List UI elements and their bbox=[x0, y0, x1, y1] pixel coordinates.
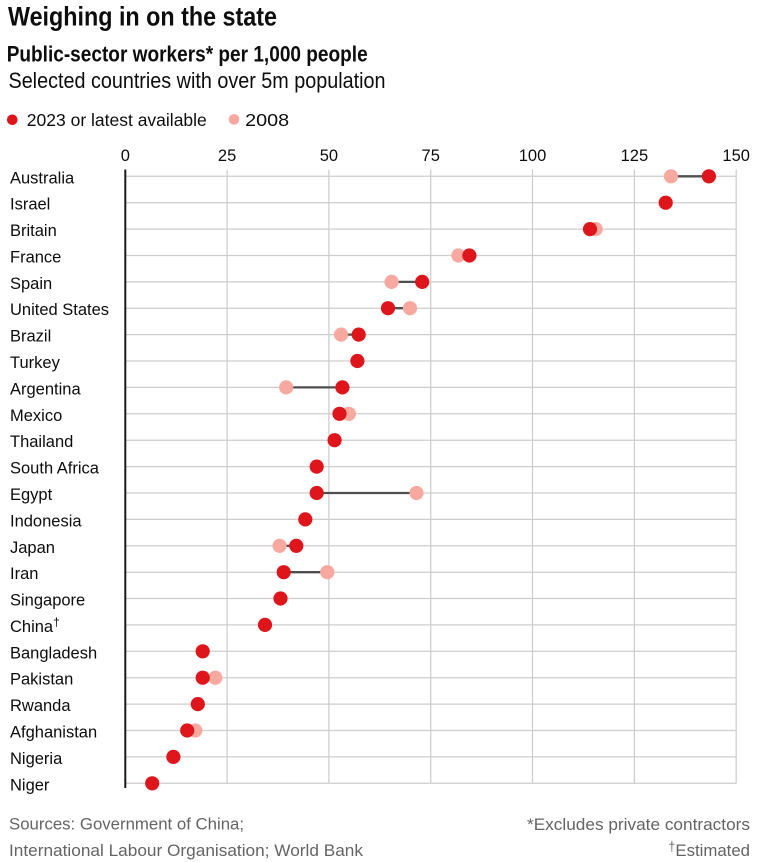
svg-text:Turkey: Turkey bbox=[10, 354, 61, 372]
svg-text:Iran: Iran bbox=[10, 565, 38, 583]
svg-text:*Excludes private contractors: *Excludes private contractors bbox=[527, 815, 750, 834]
svg-text:France: France bbox=[10, 249, 61, 267]
svg-text:Brazil: Brazil bbox=[10, 328, 51, 346]
svg-text:Argentina: Argentina bbox=[10, 380, 81, 398]
svg-text:Rwanda: Rwanda bbox=[10, 697, 71, 715]
svg-text:China†: China† bbox=[10, 615, 60, 636]
svg-text:25: 25 bbox=[218, 147, 236, 165]
svg-text:Australia: Australia bbox=[10, 169, 75, 187]
svg-text:South Africa: South Africa bbox=[10, 460, 100, 478]
svg-text:150: 150 bbox=[722, 147, 750, 165]
svg-text:Sources: Government of China;: Sources: Government of China; bbox=[9, 814, 244, 833]
svg-text:Nigeria: Nigeria bbox=[10, 750, 63, 768]
svg-text:Bangladesh: Bangladesh bbox=[10, 644, 97, 662]
svg-text:Niger: Niger bbox=[10, 776, 50, 794]
svg-text:50: 50 bbox=[320, 147, 338, 165]
svg-text:Pakistan: Pakistan bbox=[10, 671, 73, 689]
svg-text:Israel: Israel bbox=[10, 196, 50, 214]
svg-text:Britain: Britain bbox=[10, 222, 57, 240]
svg-text:International Labour Organisat: International Labour Organisation; World… bbox=[9, 841, 364, 860]
svg-text:Weighing in on the state: Weighing in on the state bbox=[8, 1, 277, 31]
svg-text:Thailand: Thailand bbox=[10, 433, 73, 451]
svg-text:Spain: Spain bbox=[10, 275, 52, 293]
svg-text:100: 100 bbox=[519, 147, 547, 165]
svg-text:Singapore: Singapore bbox=[10, 592, 85, 610]
svg-text:Public-sector workers* per 1,0: Public-sector workers* per 1,000 people bbox=[7, 42, 368, 67]
svg-text:75: 75 bbox=[422, 147, 440, 165]
svg-text:0: 0 bbox=[121, 147, 130, 165]
svg-text:Mexico: Mexico bbox=[10, 407, 62, 425]
svg-text:125: 125 bbox=[621, 147, 649, 165]
svg-text:Indonesia: Indonesia bbox=[10, 512, 82, 530]
svg-text:Selected countries with over 5: Selected countries with over 5m populati… bbox=[9, 68, 386, 93]
svg-text:United States: United States bbox=[10, 301, 109, 319]
svg-text:Afghanistan: Afghanistan bbox=[10, 724, 97, 742]
svg-text:Egypt: Egypt bbox=[10, 486, 53, 504]
svg-text:Japan: Japan bbox=[10, 539, 55, 557]
svg-text:2023 or latest available: 2023 or latest available bbox=[27, 110, 207, 130]
svg-text:†Estimated: †Estimated bbox=[668, 840, 750, 860]
svg-text:2008: 2008 bbox=[245, 110, 289, 130]
